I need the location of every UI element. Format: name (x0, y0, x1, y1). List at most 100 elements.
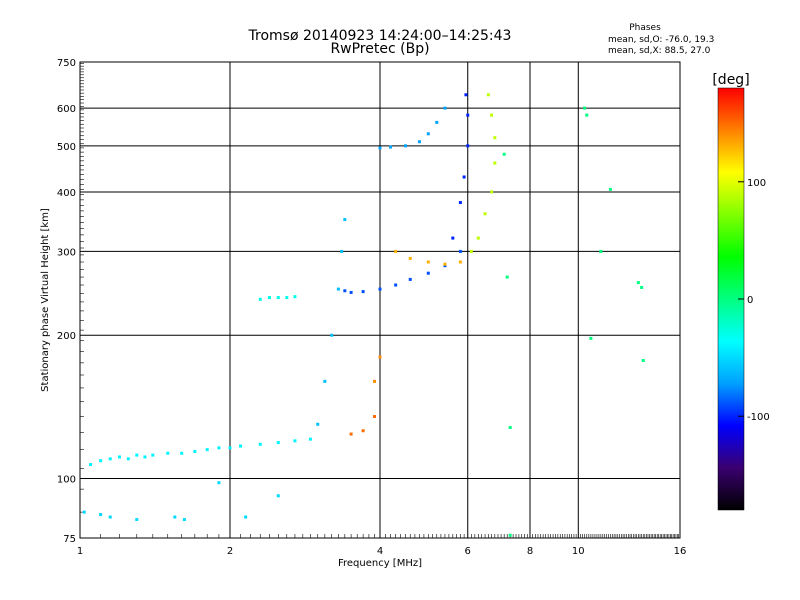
x-tick-label: 8 (527, 546, 533, 557)
x-axis-label: Frequency [MHz] (338, 558, 422, 569)
data-point (493, 161, 497, 165)
data-point (378, 287, 382, 291)
data-point (267, 296, 271, 300)
data-point (323, 379, 327, 383)
data-point (508, 533, 512, 537)
data-point (343, 218, 347, 222)
y-tick-label: 100 (57, 475, 76, 486)
data-point (349, 290, 353, 294)
y-tick-label: 75 (63, 534, 76, 545)
data-point (349, 432, 353, 436)
data-point (217, 446, 221, 450)
data-point (361, 429, 365, 433)
data-point (505, 275, 509, 279)
data-point (330, 333, 334, 337)
data-point (583, 106, 587, 110)
chart-title: Tromsø 20140923 14:24:00–14:25:43 (248, 28, 512, 44)
data-point (316, 422, 320, 426)
data-point (373, 379, 377, 383)
y-tick-label: 400 (57, 188, 76, 199)
data-point (135, 518, 139, 522)
data-point (126, 457, 130, 461)
data-point (258, 442, 262, 446)
data-point (117, 455, 121, 459)
data-point (486, 93, 490, 97)
data-point (493, 136, 497, 140)
data-point (458, 260, 462, 264)
data-point (343, 289, 347, 293)
data-point (483, 212, 487, 216)
data-point (435, 120, 439, 124)
x-tick-label: 2 (227, 546, 233, 557)
colorbar-tick-label: -100 (747, 412, 770, 423)
data-point (378, 355, 382, 359)
data-point (403, 144, 407, 148)
y-tick-label: 750 (57, 58, 76, 69)
data-point (308, 437, 312, 441)
phases-line-o: mean, sd,O: -76.0, 19.3 (608, 35, 714, 45)
data-points (82, 93, 645, 537)
x-tick-labels: 1 2 4 6 8 10 16 (77, 546, 687, 557)
y-tick-labels: 75 100 200 300 400 500 600 750 (57, 58, 76, 545)
data-point (408, 277, 412, 281)
phases-line-x: mean, sd,X: 88.5, 27.0 (608, 46, 711, 56)
colorbar-tick-label: 100 (747, 178, 766, 189)
data-point (239, 444, 243, 448)
data-point (378, 146, 382, 150)
data-point (641, 358, 645, 362)
data-point (394, 283, 398, 287)
data-point (640, 285, 644, 289)
data-point (490, 113, 494, 117)
data-point (458, 249, 462, 253)
grid-lines (79, 61, 681, 539)
data-point (451, 236, 455, 240)
data-point (361, 290, 365, 294)
x-tick-label: 16 (674, 546, 687, 557)
data-point (340, 249, 344, 253)
data-point (82, 510, 86, 514)
data-point (166, 451, 170, 455)
data-point (173, 515, 177, 519)
colorbar-ticks: 100 0 -100 (738, 178, 770, 423)
x-tick-label: 6 (465, 546, 471, 557)
data-point (293, 295, 297, 299)
data-point (599, 249, 603, 253)
data-point (276, 494, 280, 498)
data-point (135, 453, 139, 457)
data-point (182, 518, 186, 522)
data-point (285, 296, 289, 300)
data-point (408, 256, 412, 260)
data-point (276, 296, 280, 300)
data-point (99, 513, 103, 517)
data-point (143, 455, 147, 459)
chart-subtitle: RwPretec (Bp) (330, 41, 429, 57)
phases-heading: Phases (629, 23, 661, 33)
data-point (426, 132, 430, 136)
data-point (469, 249, 473, 253)
colorbar-label: [deg] (712, 72, 749, 88)
data-point (389, 145, 393, 149)
data-point (636, 281, 640, 285)
x-tick-label: 1 (77, 546, 83, 557)
data-point (490, 190, 494, 194)
data-point (462, 175, 466, 179)
data-point (108, 457, 112, 461)
data-point (508, 425, 512, 429)
data-point (373, 414, 377, 418)
data-point (589, 336, 593, 340)
data-point (466, 113, 470, 117)
data-point (443, 262, 447, 266)
data-point (608, 187, 612, 191)
y-tick-label: 200 (57, 331, 76, 342)
data-point (244, 515, 248, 519)
data-point (585, 113, 589, 117)
data-point (464, 93, 468, 97)
data-point (89, 463, 93, 467)
data-point (180, 451, 184, 455)
y-tick-label: 600 (57, 104, 76, 115)
data-point (293, 439, 297, 443)
data-point (217, 481, 221, 485)
data-point (228, 446, 232, 450)
x-tick-label: 4 (377, 546, 383, 557)
